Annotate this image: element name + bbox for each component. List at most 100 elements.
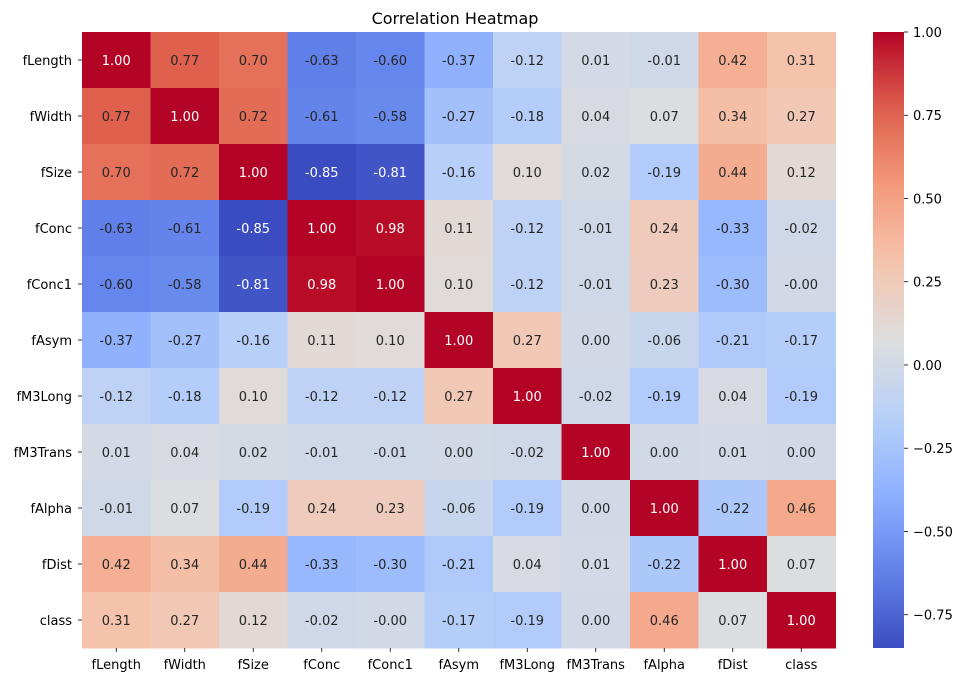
cell-value-label: -0.81 — [373, 166, 407, 181]
cell-value-label: 0.07 — [787, 558, 816, 573]
cell-value-label: 0.24 — [650, 222, 679, 237]
heatmap-cell — [219, 88, 288, 145]
cell-value-label: 0.31 — [102, 614, 131, 629]
cell-value-label: -0.06 — [647, 334, 681, 349]
heatmap-cell — [424, 424, 494, 481]
cell-value-label: 0.11 — [307, 334, 336, 349]
cell-value-label: 1.00 — [513, 390, 542, 405]
cell-value-label: 0.11 — [444, 222, 473, 237]
heatmap-cell — [493, 88, 562, 145]
cell-value-label: 0.23 — [650, 278, 679, 293]
heatmap-cell — [150, 88, 220, 145]
cell-value-label: 0.07 — [650, 110, 679, 125]
heatmap-cell — [82, 32, 151, 89]
cell-value-label: 0.00 — [787, 446, 816, 461]
cell-value-label: 0.00 — [444, 446, 473, 461]
colorbar-tick-label: −0.75 — [913, 609, 953, 624]
cell-value-label: -0.17 — [442, 614, 476, 629]
x-tick-label: fLength — [92, 658, 141, 673]
x-tick-label: fM3Long — [499, 658, 555, 673]
heatmap-cell — [698, 536, 768, 593]
heatmap-cell — [356, 592, 425, 649]
cell-value-label: -0.21 — [716, 334, 750, 349]
y-tick-label: fAlpha — [30, 502, 72, 517]
cell-value-label: 0.44 — [239, 558, 268, 573]
x-axis-ticks: fLength fWidth fSize fConc fConc1 fAsym fM3Lon… — [92, 648, 818, 673]
heatmap-cell — [698, 32, 768, 89]
heatmap-cell — [493, 144, 562, 201]
cell-value-label: 0.77 — [170, 54, 199, 69]
heatmap-cell — [219, 592, 288, 649]
heatmap-cell — [698, 424, 768, 481]
heatmap-cell — [424, 144, 494, 201]
heatmap-cell — [424, 32, 494, 89]
cell-value-label: -0.85 — [305, 166, 339, 181]
cell-value-label: -0.01 — [99, 502, 133, 517]
cell-value-label: 0.07 — [170, 502, 199, 517]
cell-value-label: 1.00 — [239, 166, 268, 181]
x-tick-label: fAlpha — [643, 658, 685, 673]
cell-value-label: 1.00 — [787, 614, 816, 629]
cell-value-label: -0.12 — [510, 278, 544, 293]
heatmap-cell — [424, 592, 494, 649]
heatmap-cell — [287, 424, 357, 481]
heatmap-cell — [698, 144, 768, 201]
cell-value-label: 0.77 — [102, 110, 131, 125]
heatmap-cells: 1.00 0.77 0.70 -0.63 -0.60 -0.37 -0.12 0.01 -0.0… — [82, 32, 836, 649]
cell-value-label: 0.98 — [376, 222, 405, 237]
heatmap-cell — [630, 424, 699, 481]
cell-value-label: 1.00 — [444, 334, 473, 349]
heatmap-cell — [287, 536, 357, 593]
heatmap-cell — [219, 312, 288, 369]
cell-value-label: 0.10 — [444, 278, 473, 293]
heatmap-cell — [767, 480, 836, 537]
heatmap-cell — [630, 88, 699, 145]
cell-value-label: 1.00 — [650, 502, 679, 517]
cell-value-label: 0.12 — [239, 614, 268, 629]
cell-value-label: -0.19 — [647, 166, 681, 181]
y-tick-label: fWidth — [30, 110, 72, 125]
x-tick-label: fAsym — [438, 658, 479, 673]
colorbar-tick-label: 0.50 — [913, 192, 942, 207]
heatmap-cell — [219, 368, 288, 425]
cell-value-label: 0.04 — [581, 110, 610, 125]
heatmap-cell — [630, 536, 699, 593]
cell-value-label: -0.85 — [236, 222, 270, 237]
heatmap-cell — [561, 312, 631, 369]
colorbar-tick-label: −0.25 — [913, 442, 953, 457]
cell-value-label: -0.37 — [442, 54, 476, 69]
colorbar-tick-label: 0.00 — [913, 359, 942, 374]
heatmap-cell — [630, 592, 699, 649]
heatmap-cell — [82, 256, 151, 313]
heatmap-cell — [561, 256, 631, 313]
cell-value-label: -0.18 — [510, 110, 544, 125]
heatmap-cell — [82, 144, 151, 201]
cell-value-label: 0.34 — [718, 110, 747, 125]
heatmap-cell — [561, 200, 631, 257]
heatmap-cell — [493, 424, 562, 481]
heatmap-cell — [82, 592, 151, 649]
heatmap-cell — [767, 144, 836, 201]
heatmap-cell — [150, 256, 220, 313]
x-tick-label: fDist — [718, 658, 748, 673]
y-tick-label: fConc — [35, 222, 72, 237]
heatmap-cell — [698, 592, 768, 649]
cell-value-label: -0.01 — [647, 54, 681, 69]
heatmap-cell — [698, 312, 768, 369]
heatmap-cell — [561, 592, 631, 649]
cell-value-label: 1.00 — [102, 54, 131, 69]
heatmap-cell — [82, 200, 151, 257]
cell-value-label: -0.27 — [442, 110, 476, 125]
heatmap-cell — [698, 480, 768, 537]
heatmap-cell — [150, 592, 220, 649]
heatmap-cell — [82, 368, 151, 425]
x-tick-label: fM3Trans — [567, 658, 626, 673]
heatmap-cell — [424, 312, 494, 369]
heatmap-cell — [356, 424, 425, 481]
cell-value-label: -0.22 — [647, 558, 681, 573]
heatmap-cell — [561, 32, 631, 89]
cell-value-label: -0.01 — [373, 446, 407, 461]
cell-value-label: 0.34 — [170, 558, 199, 573]
heatmap-cell — [287, 88, 357, 145]
